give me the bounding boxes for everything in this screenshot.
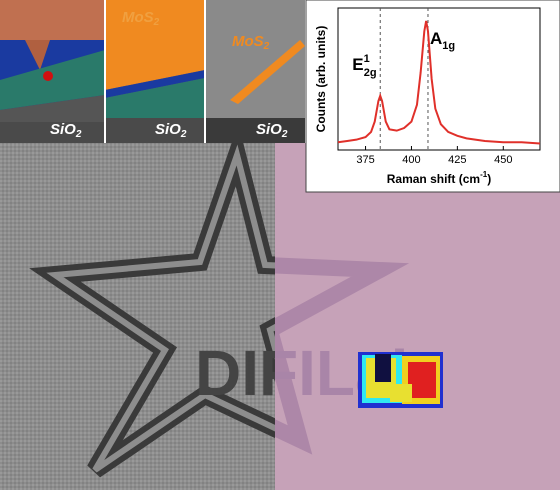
peak-label: A [430, 29, 442, 48]
optical-image [275, 143, 560, 490]
panel-2 [105, 0, 205, 143]
raman-map [358, 352, 443, 408]
svg-text:SiO2: SiO2 [256, 121, 288, 140]
panel-1 [0, 0, 105, 143]
svg-text:A1g: A1g [430, 29, 455, 51]
peak-label-sub: 2g [364, 67, 377, 79]
x-tick-label: 450 [494, 154, 512, 166]
label-sub: 2 [153, 17, 160, 28]
label: MoS [232, 33, 264, 50]
label-sub: 2 [281, 129, 288, 140]
label-sub: 2 [180, 129, 187, 140]
svg-text:MoS2: MoS2 [232, 33, 270, 52]
x-axis-label: Raman shift (cm [387, 172, 480, 186]
x-tick-label: 400 [402, 154, 420, 166]
label: SiO [50, 121, 76, 138]
label: MoS [122, 9, 154, 26]
x-tick-label: 425 [448, 154, 466, 166]
x-axis-label-sup: -1 [480, 170, 488, 179]
svg-text:Raman shift (cm-1): Raman shift (cm-1) [387, 170, 491, 186]
svg-text:SiO2: SiO2 [50, 121, 82, 140]
spectrum-line [337, 20, 541, 145]
peak-label: E [352, 55, 363, 74]
star-faint [275, 257, 410, 455]
label-sub: 2 [75, 129, 82, 140]
peak-label-sup: 1 [364, 53, 370, 65]
y-axis-label: Counts (arb. units) [314, 26, 328, 133]
plot-frame [337, 7, 541, 151]
x-axis-label-end: ) [487, 172, 491, 186]
label: SiO [155, 121, 181, 138]
x-tick-label: 375 [356, 154, 374, 166]
star [29, 143, 275, 478]
label-sub: 2 [263, 41, 270, 52]
panel-3 [205, 0, 305, 143]
label: SiO [256, 121, 282, 138]
svg-text:SiO2: SiO2 [155, 121, 187, 140]
peak-label-sub: 1g [442, 40, 455, 52]
logo-text: DIFILab [195, 337, 430, 409]
svg-text:MoS2: MoS2 [122, 9, 160, 28]
